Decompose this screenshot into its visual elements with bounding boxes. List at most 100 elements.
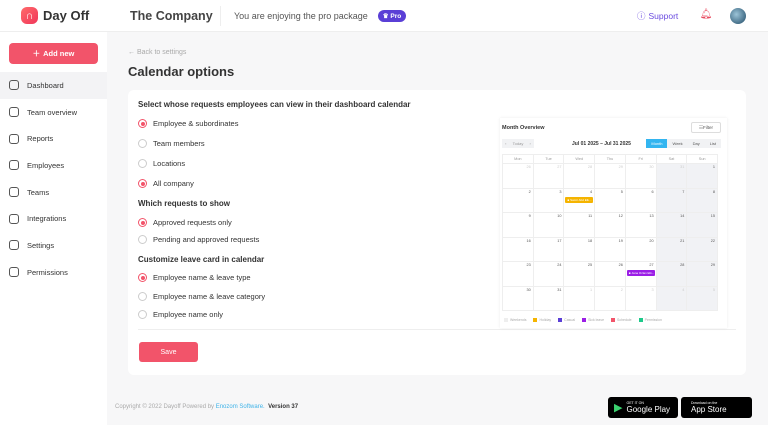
day-cell[interactable]: 26	[503, 164, 534, 189]
leave-event[interactable]: ■ Jana Ozlan Elk...	[626, 270, 655, 276]
sidebar-item-permissions[interactable]: Permissions	[0, 259, 107, 286]
radio-button[interactable]	[138, 273, 147, 282]
day-cell[interactable]: 14	[656, 213, 688, 238]
user-icon	[9, 160, 19, 171]
enozom-link[interactable]: Enozom Software.	[215, 404, 265, 410]
day-cell[interactable]: 11	[564, 213, 596, 238]
radio-label: Approved requests only	[153, 218, 232, 227]
day-cell[interactable]: 30	[503, 286, 534, 311]
leave-event[interactable]: ■ Samir Abd Elk...	[565, 196, 594, 203]
day-cell[interactable]: 8	[687, 188, 719, 213]
radio-button[interactable]	[138, 235, 147, 244]
day-cell[interactable]: 7	[656, 188, 688, 213]
radio-option[interactable]: Employee & subordinates	[138, 119, 238, 128]
view-week[interactable]: Week	[672, 141, 683, 146]
day-cell[interactable]: 18	[564, 237, 596, 262]
day-cell[interactable]: 4 ■ Samir Abd Elk...	[564, 188, 596, 213]
dollar-icon	[9, 267, 19, 278]
day-cell[interactable]: 3	[625, 286, 657, 311]
radio-option[interactable]: Locations	[138, 159, 185, 168]
sidebar-item-label: Permissions	[27, 267, 68, 277]
save-button[interactable]: Save	[139, 342, 198, 362]
day-cell[interactable]: 19	[595, 237, 626, 262]
radio-option[interactable]: Employee name only	[138, 310, 223, 319]
sidebar-item-teams[interactable]: Teams	[0, 179, 107, 206]
day-cell[interactable]: 22	[687, 237, 719, 262]
day-cell[interactable]: 2	[595, 286, 626, 311]
support-link[interactable]: ⓘ Support	[637, 10, 678, 22]
day-cell[interactable]: 27	[533, 164, 565, 189]
day-cell[interactable]: 13	[625, 213, 657, 238]
legend-swatch	[533, 318, 538, 323]
radio-button[interactable]	[138, 310, 147, 319]
radio-option[interactable]: Approved requests only	[138, 218, 232, 227]
day-cell[interactable]: 27 ■ Jana Ozlan Elk...	[625, 262, 657, 287]
day-cell[interactable]: 28	[564, 164, 596, 189]
logo[interactable]: ∩ Day Off	[0, 7, 107, 24]
app-store-badge[interactable]: Download on the App Store	[681, 397, 752, 418]
day-cell[interactable]: 15	[687, 213, 719, 238]
avatar[interactable]	[730, 8, 746, 24]
radio-option[interactable]: Pending and approved requests	[138, 235, 259, 244]
sidebar-item-team-overview[interactable]: Team overview	[0, 99, 107, 126]
radio-button[interactable]	[138, 139, 147, 148]
day-cell[interactable]: 5	[687, 286, 719, 311]
radio-label: Team members	[153, 139, 205, 148]
day-cell[interactable]: 1	[564, 286, 596, 311]
day-cell[interactable]: 4	[656, 286, 688, 311]
day-cell[interactable]: 20	[625, 237, 657, 262]
day-cell[interactable]: 16	[503, 237, 534, 262]
today-button[interactable]: Today	[512, 141, 524, 146]
bell-icon[interactable]: 🔔︎	[699, 9, 713, 20]
sidebar-item-dashboard[interactable]: Dashboard	[0, 72, 107, 99]
radio-button[interactable]	[138, 159, 147, 168]
filter-button[interactable]: ☷ Filter	[691, 122, 721, 133]
sidebar-item-settings[interactable]: Settings	[0, 232, 107, 259]
view-list[interactable]: List	[709, 141, 716, 146]
day-cell[interactable]: 12	[595, 213, 626, 238]
google-label: Google Play	[626, 405, 671, 414]
day-cell[interactable]: 9	[503, 213, 534, 238]
day-cell[interactable]: 26	[595, 262, 626, 287]
day-header: Sun	[687, 155, 719, 164]
view-day[interactable]: Day	[692, 141, 700, 146]
event-label: ■ Jana Ozlan Elk...	[628, 271, 655, 275]
day-cell[interactable]: 28	[656, 262, 688, 287]
day-cell[interactable]: 6	[625, 188, 657, 213]
sidebar-item-employees[interactable]: Employees	[0, 152, 107, 179]
day-cell[interactable]: 31	[656, 164, 688, 189]
page-title: Calendar options	[128, 64, 235, 79]
radio-option[interactable]: All company	[138, 179, 194, 188]
day-cell[interactable]: 23	[503, 262, 534, 287]
radio-button[interactable]	[138, 179, 147, 188]
day-cell[interactable]: 17	[533, 237, 565, 262]
day-cell[interactable]: 1	[687, 164, 719, 189]
view-month[interactable]: Month	[646, 139, 668, 148]
add-new-button[interactable]: ＋ Add new	[9, 43, 98, 64]
sidebar-item-integrations[interactable]: Integrations	[0, 205, 107, 232]
radio-button[interactable]	[138, 292, 147, 301]
day-cell[interactable]: 29	[687, 262, 719, 287]
legend-item: Weekends	[504, 318, 526, 323]
day-cell[interactable]: 3	[533, 188, 565, 213]
next-icon[interactable]: ›	[529, 141, 531, 146]
google-play-badge[interactable]: ▶ GET IT ON Google Play	[608, 397, 678, 418]
day-cell[interactable]: 24	[533, 262, 565, 287]
radio-button[interactable]	[138, 218, 147, 227]
radio-option[interactable]: Employee name & leave type	[138, 273, 251, 282]
day-cell[interactable]: 30	[625, 164, 657, 189]
radio-button[interactable]	[138, 119, 147, 128]
day-cell[interactable]: 21	[656, 237, 688, 262]
day-cell[interactable]: 31	[533, 286, 565, 311]
radio-option[interactable]: Team members	[138, 139, 205, 148]
prev-icon[interactable]: ‹	[505, 141, 507, 146]
sidebar-item-reports[interactable]: Reports	[0, 125, 107, 152]
day-cell[interactable]: 25	[564, 262, 596, 287]
day-cell[interactable]: 5	[595, 188, 626, 213]
day-cell[interactable]: 2	[503, 188, 534, 213]
week-row: 2 3 4 ■ Samir Abd Elk... 5 6 7 8	[503, 188, 719, 213]
back-to-settings-link[interactable]: ← Back to settings	[128, 49, 187, 56]
day-cell[interactable]: 10	[533, 213, 565, 238]
day-cell[interactable]: 29	[595, 164, 626, 189]
radio-option[interactable]: Employee name & leave category	[138, 292, 265, 301]
